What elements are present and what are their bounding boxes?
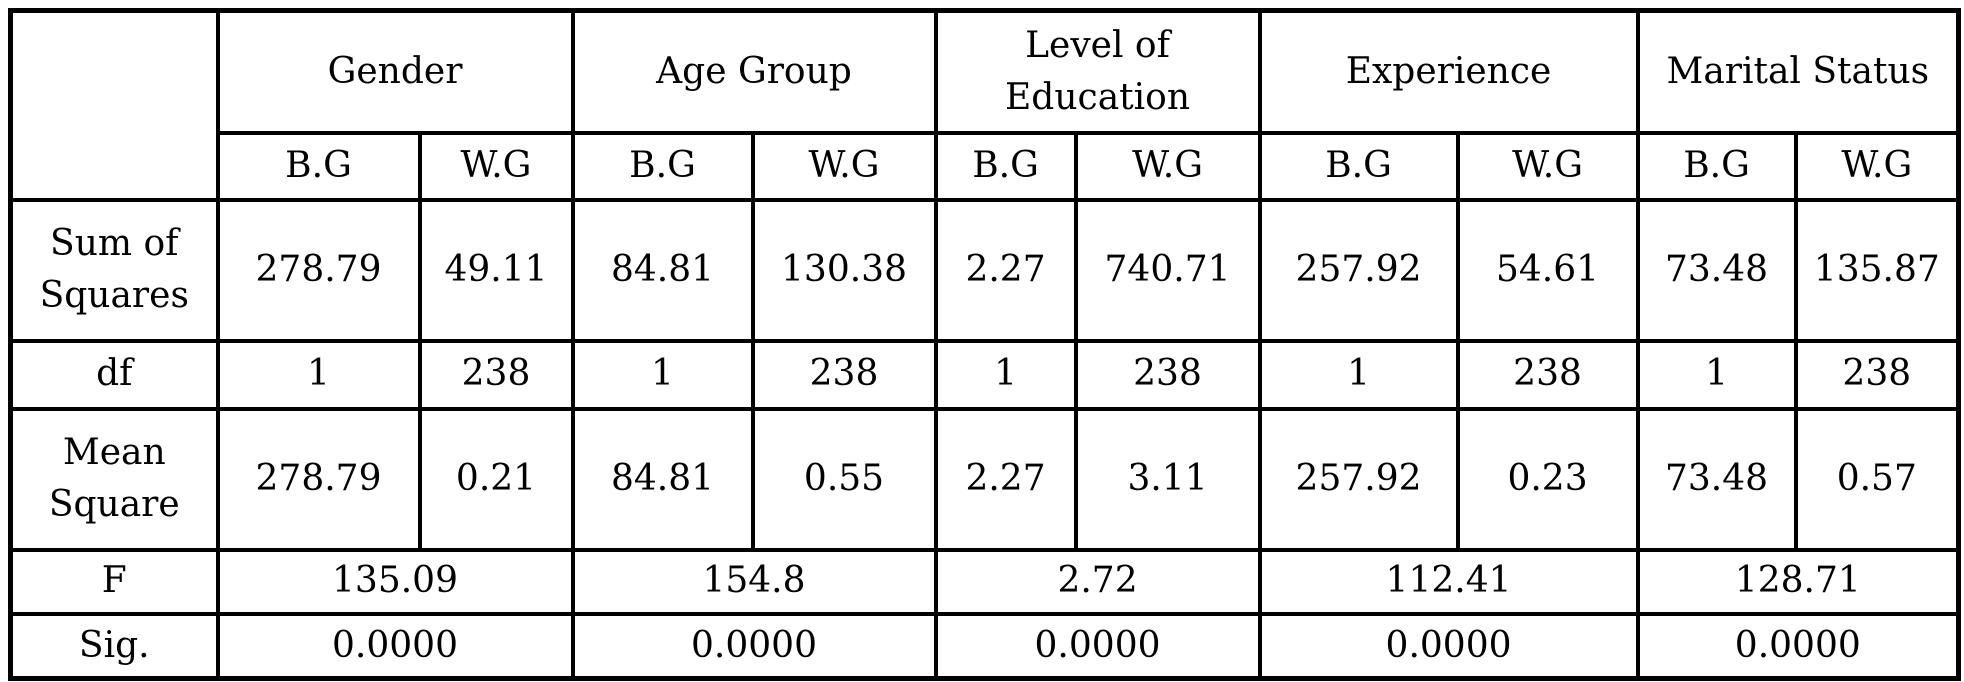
- row-label-df: df: [8, 338, 220, 411]
- cell-df-experience-wg: 238: [1455, 338, 1640, 411]
- subheader-education-bg: B.G: [933, 130, 1078, 202]
- cell-df-age-wg: 238: [750, 338, 938, 411]
- cell-df-education-bg: 1: [933, 338, 1078, 411]
- subheader-row: B.G W.G B.G W.G B.G W.G B.G W.G B.G W.G: [11, 130, 1961, 202]
- cell-sig-marital: 0.0000: [1635, 611, 1961, 681]
- group-header-gender: Gender: [215, 8, 575, 135]
- cell-df-marital-wg: 238: [1793, 338, 1961, 411]
- cell-ss-experience-wg: 54.61: [1455, 197, 1640, 343]
- cell-f-experience: 112.41: [1257, 547, 1640, 616]
- subheader-marital-wg: W.G: [1793, 130, 1961, 202]
- cell-f-education: 2.72: [933, 547, 1262, 616]
- row-label-sum-of-squares: Sum of Squares: [8, 197, 220, 343]
- cell-ms-age-bg: 84.81: [570, 406, 755, 552]
- cell-df-education-wg: 238: [1073, 338, 1262, 411]
- table-row-f: F 135.09 154.8 2.72 112.41 128.71: [8, 547, 1961, 616]
- cell-ss-age-bg: 84.81: [570, 197, 755, 343]
- row-label-mean-square: Mean Square: [8, 406, 220, 552]
- cell-sig-gender: 0.0000: [215, 611, 575, 681]
- subheader-marital-bg: B.G: [1635, 130, 1798, 202]
- cell-df-gender-bg: 1: [215, 338, 422, 411]
- cell-ms-education-wg: 3.11: [1073, 406, 1262, 552]
- row-label-sig: Sig.: [8, 611, 220, 681]
- subheader-experience-wg: W.G: [1455, 130, 1640, 202]
- cell-ss-education-bg: 2.27: [933, 197, 1078, 343]
- group-header-age-group: Age Group: [570, 8, 938, 135]
- cell-ss-gender-bg: 278.79: [215, 197, 422, 343]
- cell-df-experience-bg: 1: [1257, 338, 1460, 411]
- row-label-f: F: [8, 547, 220, 616]
- group-header-experience: Experience: [1257, 8, 1640, 135]
- cell-df-marital-bg: 1: [1635, 338, 1798, 411]
- cell-ms-gender-wg: 0.21: [417, 406, 575, 552]
- anova-table: Gender Age Group Level of Education Expe…: [8, 8, 1962, 681]
- group-header-level-of-education: Level of Education: [933, 8, 1262, 135]
- subheader-age-wg: W.G: [750, 130, 938, 202]
- subheader-gender-bg: B.G: [215, 130, 422, 202]
- corner-cell: [8, 8, 220, 202]
- table-row-mean-square: Mean Square 278.79 0.21 84.81 0.55 2.27 …: [8, 406, 1961, 552]
- cell-sig-education: 0.0000: [933, 611, 1262, 681]
- group-header-marital-status: Marital Status: [1635, 8, 1961, 135]
- cell-sig-experience: 0.0000: [1257, 611, 1640, 681]
- table-row-sig: Sig. 0.0000 0.0000 0.0000 0.0000 0.0000: [8, 611, 1961, 681]
- group-header-row: Gender Age Group Level of Education Expe…: [8, 8, 1961, 202]
- cell-ss-age-wg: 130.38: [750, 197, 938, 343]
- cell-ss-marital-bg: 73.48: [1635, 197, 1798, 343]
- cell-df-age-bg: 1: [570, 338, 755, 411]
- cell-ms-age-wg: 0.55: [750, 406, 938, 552]
- cell-f-gender: 135.09: [215, 547, 575, 616]
- subheader-education-wg: W.G: [1073, 130, 1262, 202]
- cell-ss-gender-wg: 49.11: [417, 197, 575, 343]
- cell-ms-experience-bg: 257.92: [1257, 406, 1460, 552]
- cell-sig-age: 0.0000: [570, 611, 938, 681]
- cell-ms-marital-wg: 0.57: [1793, 406, 1961, 552]
- cell-f-age: 154.8: [570, 547, 938, 616]
- cell-ss-experience-bg: 257.92: [1257, 197, 1460, 343]
- table-row-sum-of-squares: Sum of Squares 278.79 49.11 84.81 130.38…: [8, 197, 1961, 343]
- cell-df-gender-wg: 238: [417, 338, 575, 411]
- subheader-experience-bg: B.G: [1257, 130, 1460, 202]
- cell-ms-gender-bg: 278.79: [215, 406, 422, 552]
- cell-ms-marital-bg: 73.48: [1635, 406, 1798, 552]
- cell-ss-education-wg: 740.71: [1073, 197, 1262, 343]
- cell-ms-experience-wg: 0.23: [1455, 406, 1640, 552]
- subheader-age-bg: B.G: [570, 130, 755, 202]
- table-row-df: df 1 238 1 238 1 238 1 238 1 238: [8, 338, 1961, 411]
- cell-f-marital: 128.71: [1635, 547, 1961, 616]
- cell-ms-education-bg: 2.27: [933, 406, 1078, 552]
- cell-ss-marital-wg: 135.87: [1793, 197, 1961, 343]
- subheader-gender-wg: W.G: [417, 130, 575, 202]
